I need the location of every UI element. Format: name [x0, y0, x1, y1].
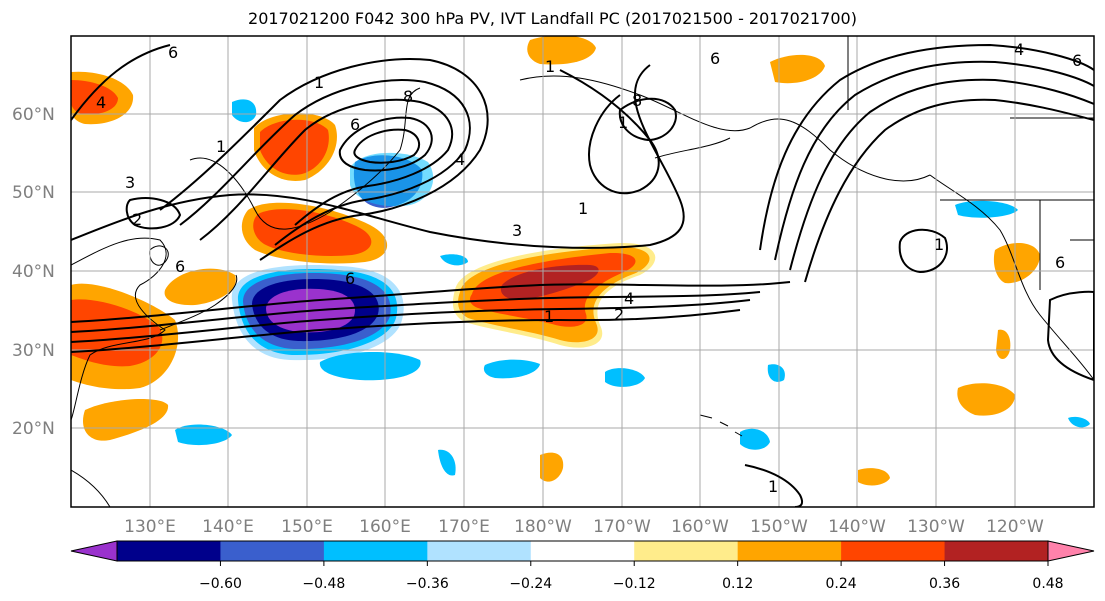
map-title: 2017021200 F042 300 hPa PV, IVT Landfall…	[248, 9, 857, 28]
pv-negative-region	[319, 351, 421, 381]
contour-label: 3	[125, 173, 135, 192]
pv-negative-region	[955, 200, 1018, 218]
lon-label: 140°W	[828, 517, 886, 537]
contour-label: 6	[1055, 253, 1065, 272]
colorbar-left-extend	[70, 540, 118, 562]
lon-label: 140°E	[202, 517, 254, 537]
contour-label: 2	[614, 305, 624, 324]
colorbar-tick-label: 0.24	[826, 576, 857, 592]
colorbar-segment	[634, 541, 739, 561]
contour-label: 6	[710, 49, 720, 68]
longitude-labels: 130°E 140°E 150°E 160°E 170°E 180°W 170°…	[124, 517, 1044, 537]
contour-labels: 4 6 1 3 2 6 1 4 6 3 1 6 1 8 1 6 4 2 1 1 …	[96, 40, 1082, 496]
lon-label: 150°W	[750, 517, 808, 537]
colorbar-segment	[220, 541, 325, 561]
coastlines	[71, 75, 1094, 507]
colorbar-tick-label: −0.12	[613, 576, 656, 592]
colorbar-segment	[944, 541, 1049, 561]
pv-positive-region	[540, 452, 564, 482]
lon-label: 170°E	[438, 517, 490, 537]
pv-negative-region	[1068, 416, 1090, 428]
contour-label: 1	[618, 113, 628, 132]
contour-label: 4	[96, 93, 106, 112]
colorbar-segments	[116, 540, 1049, 562]
colorbar-right-extend	[1047, 540, 1095, 562]
contour-label: 8	[632, 91, 642, 110]
latitude-labels: 60°N 50°N 40°N 30°N 20°N	[12, 105, 55, 439]
pv-negative-region	[350, 152, 434, 207]
contour-label: 8	[403, 87, 413, 106]
colorbar-segment	[530, 541, 635, 561]
borders	[847, 36, 1094, 290]
pv-positive-region	[993, 243, 1040, 284]
pv-contours	[71, 43, 1094, 507]
lon-label: 160°E	[359, 517, 411, 537]
pv-negative-region	[767, 364, 785, 382]
contour-label: 4	[455, 150, 465, 169]
lat-label: 50°N	[12, 183, 55, 203]
pv-positive-region	[527, 36, 596, 65]
pv-negative-region	[483, 359, 540, 379]
lon-label: 120°W	[986, 517, 1044, 537]
colorbar: −0.60 −0.48 −0.36 −0.24 −0.12 0.12 0.24 0.36 0.4…	[70, 540, 1095, 592]
pv-negative-region	[438, 449, 456, 476]
lon-label: 130°W	[907, 517, 965, 537]
colorbar-segment	[841, 541, 946, 561]
contour-label: 1	[216, 137, 226, 156]
pv-positive-region	[770, 54, 825, 84]
lon-label: 170°W	[593, 517, 651, 537]
contour-label: 6	[168, 43, 178, 62]
contour-label: 1	[578, 199, 588, 218]
pv-positive-region	[996, 329, 1011, 359]
lon-label: 130°E	[124, 517, 176, 537]
pv-positive-region	[858, 468, 890, 486]
lon-label: 180°W	[514, 517, 572, 537]
lat-label: 40°N	[12, 262, 55, 282]
contour-label: 1	[545, 57, 555, 76]
contour-label: 1	[934, 235, 944, 254]
colorbar-tick-labels: −0.60 −0.48 −0.36 −0.24 −0.12 0.12 0.24 0.36 0.4…	[199, 561, 1064, 592]
pv-positive-region	[957, 383, 1015, 416]
pv-negative-region	[175, 424, 232, 446]
colorbar-tick-label: 0.36	[929, 576, 960, 592]
colorbar-segment	[117, 541, 221, 561]
contour-label: 6	[350, 115, 360, 134]
colorbar-tick-label: −0.36	[406, 576, 449, 592]
gridlines	[71, 36, 1094, 507]
lat-label: 30°N	[12, 341, 55, 361]
contour-label: 1	[544, 307, 554, 326]
lon-label: 160°W	[671, 517, 729, 537]
contour-label: 2	[132, 210, 142, 229]
lon-label: 150°E	[281, 517, 333, 537]
lat-label: 20°N	[12, 419, 55, 439]
pv-negative-region	[232, 99, 257, 123]
pv-positive-region	[500, 264, 599, 300]
colorbar-segment	[427, 541, 532, 561]
contour-label: 4	[1014, 40, 1024, 59]
contour-label: 6	[345, 269, 355, 288]
pv-positive-region	[82, 398, 169, 441]
colorbar-tick-label: 0.12	[722, 576, 753, 592]
pv-negative-region	[605, 368, 645, 387]
colorbar-segment	[737, 541, 842, 561]
pv-positive-region	[164, 268, 236, 306]
pv-negative-region	[440, 254, 468, 266]
lat-label: 60°N	[12, 105, 55, 125]
colorbar-tick-label: −0.60	[199, 576, 242, 592]
colorbar-tick-label: 0.48	[1032, 576, 1063, 592]
contour-label: 1	[768, 477, 778, 496]
contour-label: 1	[314, 73, 324, 92]
contour-label: 4	[624, 289, 634, 308]
contour-label: 3	[512, 221, 522, 240]
contour-label: 6	[175, 257, 185, 276]
pv-negative-region	[740, 428, 770, 450]
colorbar-tick-label: −0.24	[509, 576, 552, 592]
contour-label: 6	[1072, 51, 1082, 70]
map-frame	[70, 35, 1095, 508]
colorbar-segment	[323, 541, 428, 561]
colorbar-tick-label: −0.48	[302, 576, 345, 592]
